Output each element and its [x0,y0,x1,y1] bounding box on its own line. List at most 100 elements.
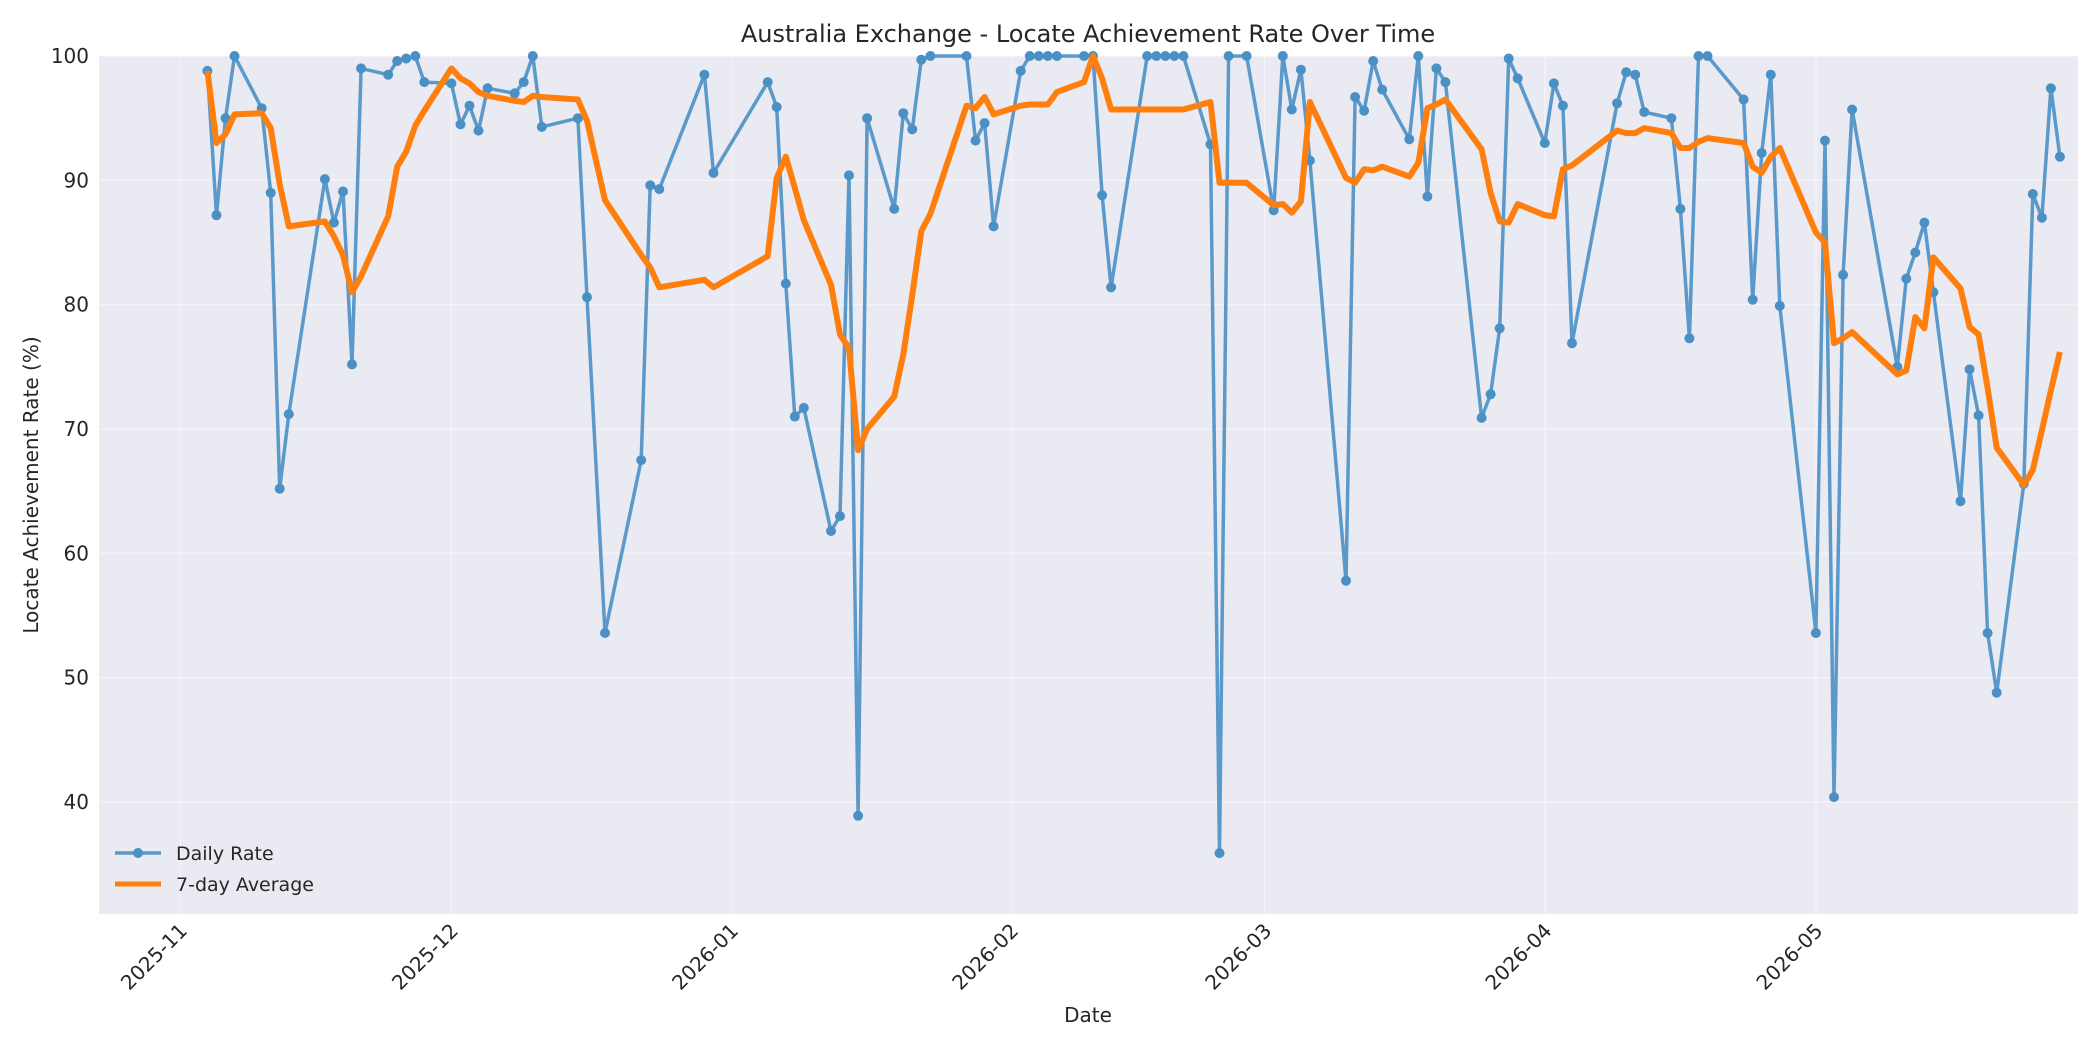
data-point [925,51,936,61]
data-point [645,180,656,191]
data-point [1557,100,1568,111]
data-point [211,210,222,221]
data-point [789,411,800,422]
data-point [1756,148,1767,158]
data-point [1666,113,1677,124]
data-point [826,526,836,536]
data-point [1910,247,1921,258]
data-point [1485,389,1496,400]
data-point [392,56,403,66]
series-layer [202,51,2065,859]
data-point [1223,51,1234,61]
data-point [1106,282,1117,293]
legend: Daily Rate 7-day Average [115,843,314,896]
data-point [1675,203,1686,214]
data-point [455,119,466,130]
y-tick-label: 90 [64,168,89,192]
y-axis-ticks: 40 50 60 70 80 90 100 [51,44,89,814]
data-point [916,54,927,65]
data-point [464,100,475,111]
y-tick-label: 40 [64,790,89,814]
data-point [907,124,918,135]
data-point [356,63,367,74]
data-point [229,51,240,61]
y-tick-label: 100 [51,44,89,68]
y-axis-label: Locate Achievement Rate (%) [19,336,43,633]
data-point [1919,217,1930,228]
data-point [1684,333,1695,344]
data-point [265,187,276,198]
data-point [1829,792,1839,803]
x-axis-label: Date [1064,1003,1112,1027]
data-point [1982,628,1993,638]
data-point [780,278,791,289]
data-point [889,203,900,214]
data-point [835,511,845,522]
data-point [1368,56,1379,66]
data-point [1621,67,1632,78]
legend-entry-7-day-average: 7-day Average [115,874,314,896]
data-point [1847,104,1858,115]
data-point [2036,212,2047,223]
data-point [762,77,773,88]
data-point [1567,338,1577,349]
data-point [970,135,981,146]
data-point [1178,51,1189,61]
data-point [410,51,421,61]
data-point [518,77,529,88]
data-point [862,113,873,124]
data-point [1747,294,1758,305]
data-point [1539,138,1550,148]
data-point [1973,410,1984,421]
data-point [1991,687,2002,698]
data-point [1639,107,1650,117]
data-point [853,810,864,821]
data-point [536,121,547,132]
data-point [988,221,999,232]
data-point [482,83,493,94]
data-point [798,402,809,413]
data-point [1413,51,1424,61]
data-point [636,455,647,466]
data-point [1033,51,1044,61]
chart-title: Australia Exchange - Locate Achievement … [741,20,1435,48]
data-point [771,102,782,112]
data-point [1359,105,1370,116]
data-point [1341,575,1351,586]
data-point [1142,51,1153,61]
data-point [473,125,484,136]
y-tick-label: 70 [64,417,89,441]
data-point [1015,65,1026,76]
data-point [1512,73,1523,84]
data-point [1241,51,1252,61]
data-point [1612,98,1623,109]
legend-entry-daily-rate: Daily Rate [115,843,274,865]
legend-label-daily-rate: Daily Rate [176,843,274,865]
data-point [1079,51,1089,61]
data-point [274,483,285,494]
data-point [1431,63,1442,74]
data-point [1286,104,1297,115]
series-line-7-day-average [204,53,2063,488]
data-point [708,167,719,178]
data-point [1377,84,1388,95]
data-point [961,51,972,61]
data-point [1964,364,1975,375]
data-point [1051,51,1062,61]
y-tick-label: 80 [64,293,89,317]
data-point [844,170,854,181]
data-point [979,118,990,129]
data-point [1097,190,1108,201]
data-point [1955,496,1966,507]
data-point [328,217,339,228]
data-point [572,113,583,124]
y-tick-label: 60 [64,541,89,565]
data-point [283,409,294,420]
data-point [2054,151,2065,162]
data-point [600,628,610,638]
legend-marker-daily-rate [133,848,143,858]
data-point [1702,51,1713,61]
data-point [1440,77,1451,88]
data-point [1350,92,1361,102]
